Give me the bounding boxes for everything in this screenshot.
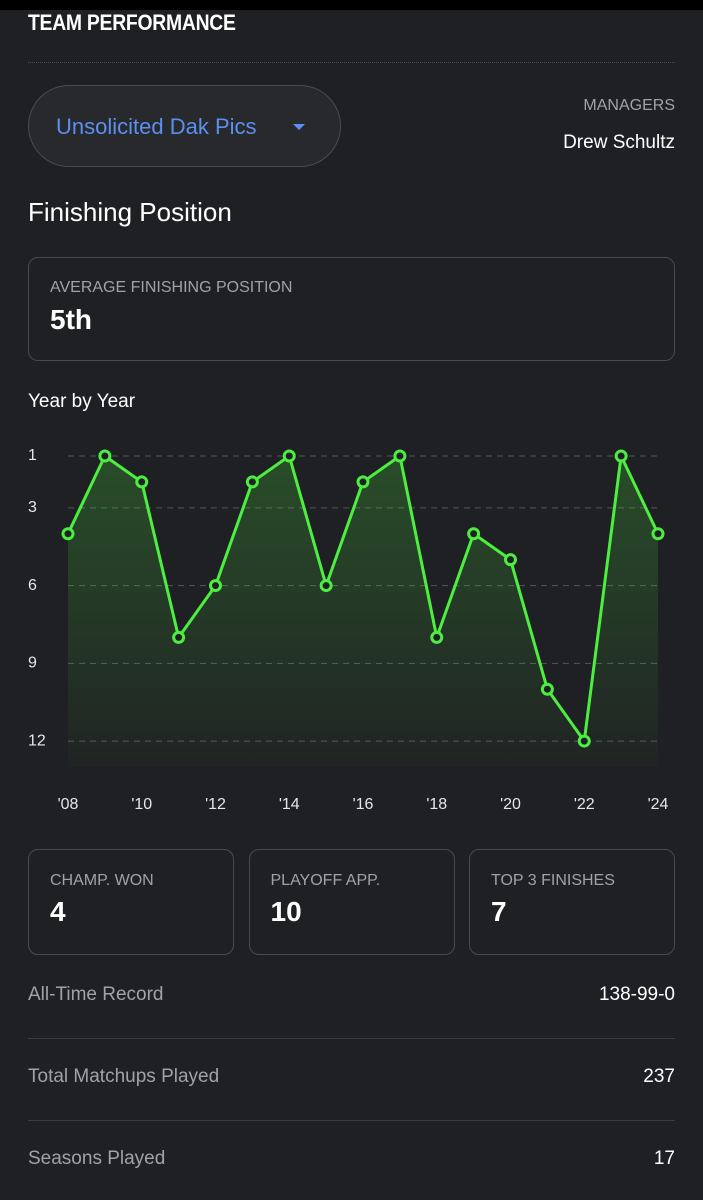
- section-title: Finishing Position: [28, 197, 232, 227]
- x-tick-label: '08: [58, 796, 79, 813]
- point: [540, 682, 554, 696]
- chart-title: Year by Year: [28, 391, 136, 412]
- stat-label: TOP 3 FINISHES: [491, 872, 615, 889]
- separator: [28, 1038, 675, 1039]
- point: [430, 630, 444, 644]
- x-tick-label: '16: [353, 796, 374, 813]
- stat-label: CHAMP. WON: [50, 872, 154, 889]
- stat-value: 7: [491, 896, 507, 927]
- y-tick-label: 12: [28, 732, 46, 749]
- y-tick-label: 6: [28, 577, 37, 594]
- stat-value: 10: [270, 896, 302, 927]
- x-tick-label: '24: [648, 796, 669, 813]
- managers-label: MANAGERS: [583, 97, 675, 114]
- y-tick-label: 3: [28, 499, 37, 516]
- average-value: 5th: [50, 304, 92, 335]
- y-tick-label: 1: [28, 447, 37, 464]
- point: [209, 579, 222, 593]
- area: [68, 456, 658, 767]
- page-title: TEAM PERFORMANCE: [28, 10, 236, 35]
- dropdown-caret[interactable]: [292, 122, 306, 132]
- point: [651, 527, 665, 541]
- average-card: AVERAGE FINISHING POSITION 5th: [28, 257, 675, 361]
- record-value: 237: [643, 1066, 675, 1087]
- separator: [28, 1120, 675, 1121]
- point: [356, 475, 370, 489]
- point: [504, 553, 517, 567]
- manager-name: Drew Schultz: [563, 132, 675, 153]
- stat-card: TOP 3 FINISHES 7: [469, 849, 675, 955]
- x-tick-label: '12: [205, 796, 226, 813]
- x-tick-label: '10: [131, 796, 152, 813]
- x-tick-label: '20: [500, 796, 521, 813]
- point: [61, 527, 75, 541]
- point: [577, 734, 591, 748]
- point: [467, 527, 481, 541]
- x-tick-label: '18: [426, 796, 447, 813]
- team-dropdown[interactable]: [28, 85, 341, 167]
- record-label: All-Time Record: [28, 984, 164, 1005]
- chart: 1 3 6 9 12 '08 '10 '12 '14 '16 '18 '20 '22 '24: [28, 447, 669, 813]
- stat-value: 4: [50, 896, 66, 927]
- stat-label: PLAYOFF APP.: [270, 872, 381, 889]
- team-name[interactable]: Unsolicited Dak Pics: [56, 114, 257, 139]
- point: [393, 449, 407, 463]
- stat-card: PLAYOFF APP. 10: [248, 849, 455, 955]
- status-bar: [0, 0, 703, 10]
- y-tick-label: 9: [28, 655, 37, 672]
- record-label: Total Matchups Played: [28, 1066, 220, 1087]
- record-value: 138-99-0: [598, 984, 675, 1005]
- record-value: 17: [653, 1148, 675, 1169]
- divider: [28, 62, 675, 63]
- record-label: Seasons Played: [28, 1148, 166, 1169]
- x-tick-label: '14: [279, 796, 300, 813]
- point: [98, 449, 112, 463]
- average-label: AVERAGE FINISHING POSITION: [50, 279, 293, 296]
- point: [172, 630, 186, 644]
- point: [135, 475, 149, 489]
- stat-card: CHAMP. WON 4: [28, 849, 234, 955]
- x-tick-label: '22: [574, 796, 595, 813]
- point: [614, 449, 628, 463]
- point: [319, 579, 333, 593]
- point: [282, 449, 296, 463]
- point: [245, 475, 259, 489]
